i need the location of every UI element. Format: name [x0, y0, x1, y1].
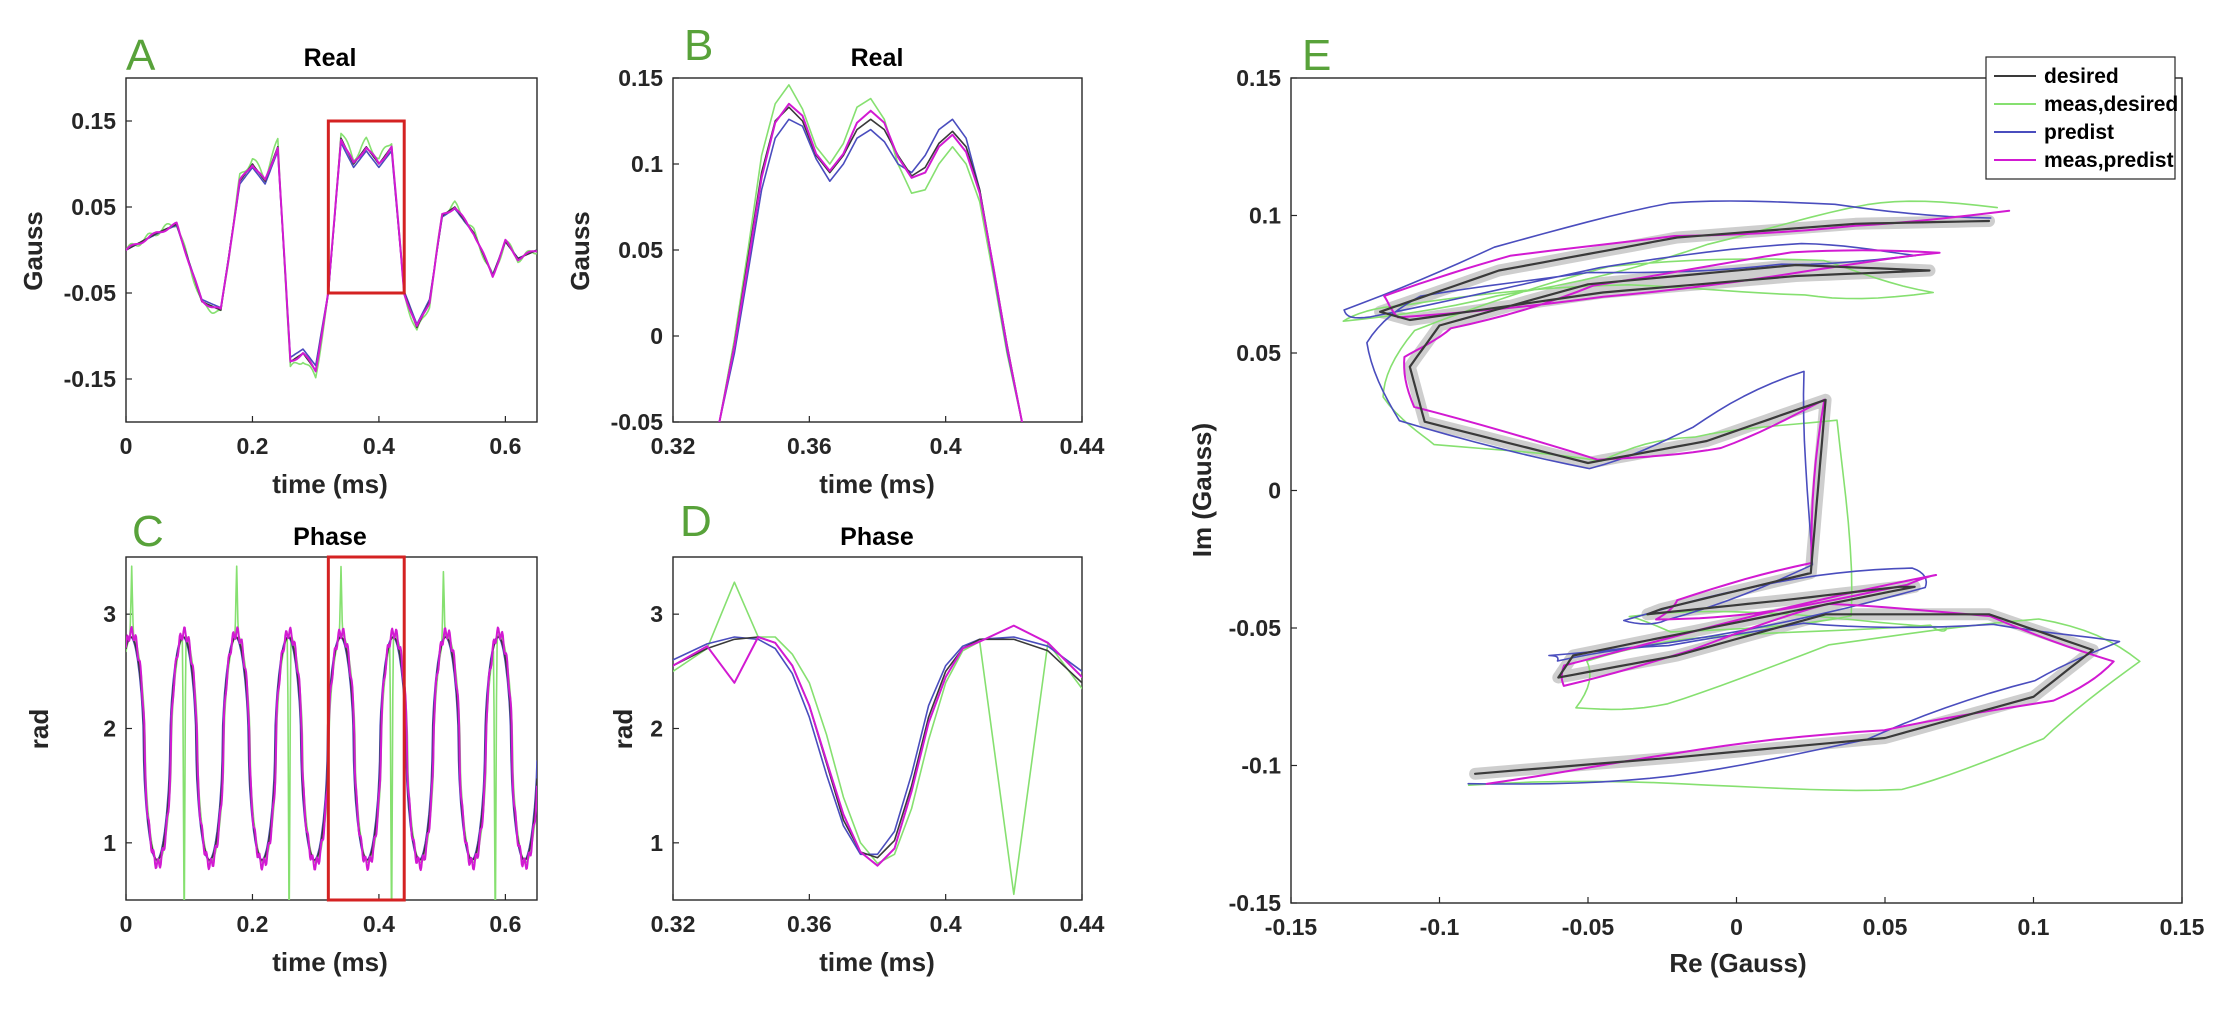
panel-d-xtick-label: 0.36 [787, 911, 832, 937]
panel-a-xtick-label: 0.4 [363, 433, 395, 459]
panel-d-xtick-label: 0.44 [1060, 911, 1105, 937]
panel-d-series-predist [673, 636, 1082, 856]
panel-e-xtick-label: 0.1 [2018, 914, 2050, 940]
panel-a-ylabel: Gauss [18, 211, 48, 291]
panel-a: A Real time (ms) Gauss 0 0.2 0.4 0.6 -0.15 -0… [18, 31, 538, 499]
panel-e-ytick-label: 0.05 [1236, 340, 1281, 366]
panel-b-ytick-label: -0.05 [611, 409, 664, 435]
panel-e-ytick-label: 0 [1268, 478, 1281, 504]
panel-b-ylabel: Gauss [565, 211, 595, 291]
panel-e-series-meas-desired [1342, 200, 2141, 792]
panel-c-series-predist [126, 636, 537, 861]
panel-b-ytick-label: 0.1 [631, 151, 663, 177]
panel-d-xtick-label: 0.32 [651, 911, 696, 937]
panel-e: E Re (Gauss) Im (Gauss) -0.15 -0.1 -0.05 0 0… [1187, 31, 2205, 978]
panel-e-axes: -0.15 -0.1 -0.05 0 0.05 0.1 0.15 -0.15 -0.1 -0.05… [1229, 65, 2205, 940]
panel-e-ytick-label: 0.1 [1249, 203, 1281, 229]
panel-c-title: Phase [293, 523, 367, 551]
panel-b-xtick-label: 0.36 [787, 433, 832, 459]
panel-e-ytick-label: 0.15 [1236, 65, 1281, 91]
panel-b-axes: 0.32 0.36 0.4 0.44 -0.05 0 0.05 0.1 0.15 [611, 65, 1105, 459]
panel-a-zoom-box [326, 119, 406, 295]
panel-b-xtick-label: 0.4 [930, 433, 962, 459]
panel-e-ylabel: Im (Gauss) [1187, 423, 1217, 557]
panel-a-xtick-label: 0.2 [236, 433, 268, 459]
legend-label: meas,desired [2044, 93, 2178, 116]
panel-e-xtick-label: 0 [1730, 914, 1743, 940]
panel-a-xlabel: time (ms) [272, 469, 388, 499]
panel-c: C Phase time (ms) rad 0 0.2 0.4 0.6 1 2 3 [24, 507, 538, 977]
panel-a-title: Real [304, 44, 357, 72]
panel-c-series-meas-desired [126, 565, 537, 900]
panel-b-title: Real [851, 44, 904, 72]
panel-e-xtick-label: -0.1 [1420, 914, 1460, 940]
panel-e-xtick-label: 0.15 [2160, 914, 2205, 940]
panel-b-ytick-label: 0.05 [618, 237, 663, 263]
legend-box [1985, 56, 2176, 180]
panel-d-series-meas-predist [673, 624, 1082, 867]
panel-c-ylabel: rad [24, 709, 54, 749]
panel-b-series-predist [718, 118, 1023, 422]
panel-c-xtick-label: 0.2 [236, 911, 268, 937]
panel-a-ytick-label: 0.05 [71, 194, 116, 220]
panel-c-axes: 0 0.2 0.4 0.6 1 2 3 [103, 555, 538, 937]
panel-e-series-predist [1343, 200, 2121, 785]
panel-c-xtick-label: 0.4 [363, 911, 395, 937]
panel-d-series-desired [673, 636, 1082, 859]
panel-e-xtick-label: -0.05 [1562, 914, 1615, 940]
legend-label: predist [2044, 121, 2114, 144]
panel-label-b: B [684, 21, 713, 70]
panel-b-xlabel: time (ms) [819, 469, 935, 499]
panel-b-ytick-label: 0.15 [618, 65, 663, 91]
panel-d-xlabel: time (ms) [819, 947, 935, 977]
panel-c-xtick-label: 0.6 [489, 911, 521, 937]
panel-e-ytick-label: -0.15 [1229, 890, 1282, 916]
panel-b-ytick-label: 0 [650, 323, 663, 349]
panel-c-zoom-box [326, 555, 406, 902]
panel-e-series-desired [1379, 219, 2094, 775]
panel-b-series-desired [718, 106, 1023, 422]
panel-b-series-meas-predist [718, 102, 1023, 422]
panel-a-series-meas-predist [126, 138, 537, 373]
legend: desired meas,desired predist meas,predist [1985, 56, 2178, 180]
panel-d-ytick-label: 3 [650, 601, 663, 627]
panel-e-xtick-label: 0.05 [1863, 914, 1908, 940]
panel-d-ytick-label: 2 [650, 716, 663, 742]
panel-c-ytick-label: 3 [103, 601, 116, 627]
panel-d-axes: 0.32 0.36 0.4 0.44 1 2 3 [650, 556, 1105, 937]
panel-a-axes: 0 0.2 0.4 0.6 -0.15 -0.05 0.05 0.15 [64, 77, 538, 459]
panel-b-xtick-label: 0.44 [1060, 433, 1105, 459]
panel-b: B Real time (ms) Gauss 0.32 0.36 0.4 0.44 -0… [565, 21, 1105, 499]
panel-label-e: E [1302, 31, 1331, 80]
panel-a-ytick-label: 0.15 [71, 108, 116, 134]
legend-label: meas,predist [2044, 149, 2174, 172]
panel-d: D Phase time (ms) rad 0.32 0.36 0.4 0.44 1 2 3 [608, 497, 1105, 977]
panel-d-xtick-label: 0.4 [930, 911, 962, 937]
panel-c-ytick-label: 2 [103, 716, 116, 742]
panel-b-axes-box [672, 77, 1083, 423]
panel-c-xlabel: time (ms) [272, 947, 388, 977]
panel-b-series-meas-desired [718, 84, 1023, 422]
panel-e-xtick-label: -0.15 [1265, 914, 1318, 940]
panel-a-xtick-label: 0.6 [489, 433, 521, 459]
panel-label-c: C [132, 507, 164, 556]
panel-c-axes-box [125, 556, 538, 901]
panel-label-a: A [126, 31, 156, 80]
panel-c-xtick-label: 0 [120, 911, 133, 937]
panel-e-xlabel: Re (Gauss) [1669, 948, 1806, 978]
panel-d-title: Phase [840, 523, 914, 551]
panel-e-ytick-label: -0.1 [1241, 753, 1281, 779]
panel-c-series-meas-predist [126, 626, 537, 872]
panel-a-xtick-label: 0 [120, 433, 133, 459]
panel-b-xtick-label: 0.32 [651, 433, 696, 459]
legend-label: desired [2044, 65, 2119, 88]
panel-a-ytick-label: -0.05 [64, 280, 117, 306]
panel-label-d: D [680, 497, 712, 546]
panel-d-ylabel: rad [608, 709, 638, 749]
panel-a-ytick-label: -0.15 [64, 366, 117, 392]
panel-e-ytick-label: -0.05 [1229, 615, 1282, 641]
panel-d-ytick-label: 1 [650, 830, 663, 856]
panel-c-ytick-label: 1 [103, 830, 116, 856]
